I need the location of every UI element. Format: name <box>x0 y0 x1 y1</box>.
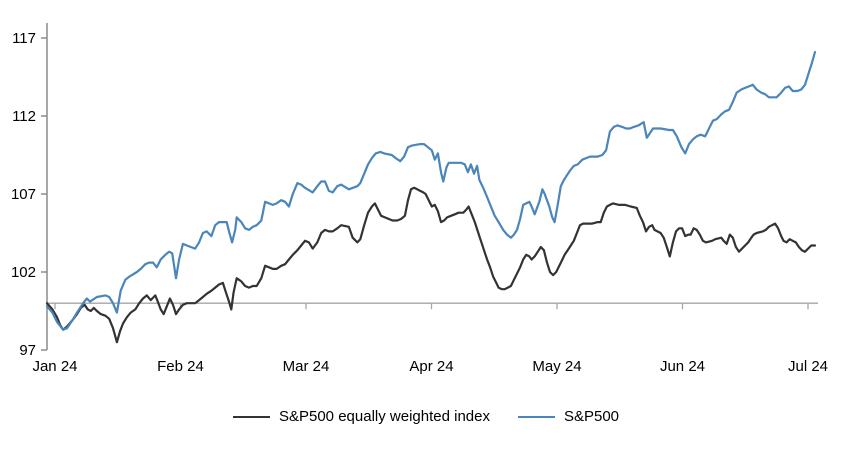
y-tick-label: 107 <box>11 186 36 203</box>
x-tick-label: Jan 24 <box>32 358 77 375</box>
equal-weight-line-swatch <box>232 415 270 418</box>
equal-weight-index-line <box>45 186 817 344</box>
y-tick-label: 97 <box>19 342 36 359</box>
legend-label-equal-weight: S&P500 equally weighted index <box>278 408 490 425</box>
sp500-line-swatch <box>517 415 555 418</box>
legend-label-sp500: S&P500 <box>563 408 620 425</box>
x-tick-label: Feb 24 <box>157 358 204 375</box>
y-tick-label: 102 <box>11 264 36 281</box>
chart-legend: S&P500 equally weighted index S&P500 <box>0 408 852 425</box>
sp500-line <box>45 50 817 331</box>
x-tick-label: Jun 24 <box>660 358 705 375</box>
x-tick-label: Jul 24 <box>788 358 828 375</box>
plot-area: 97 102 107 112 117 Jan 24 Feb 24 Mar 24 Apr 24 Ma… <box>11 23 828 375</box>
x-tick-label: Mar 24 <box>283 358 330 375</box>
x-tick-label: May 24 <box>532 358 581 375</box>
x-tick-label: Apr 24 <box>409 358 453 375</box>
y-tick-label: 112 <box>12 108 36 125</box>
legend-item-sp500: S&P500 <box>517 408 620 425</box>
legend-item-equal-weight: S&P500 equally weighted index <box>232 408 490 425</box>
y-tick-label: 117 <box>12 30 36 47</box>
